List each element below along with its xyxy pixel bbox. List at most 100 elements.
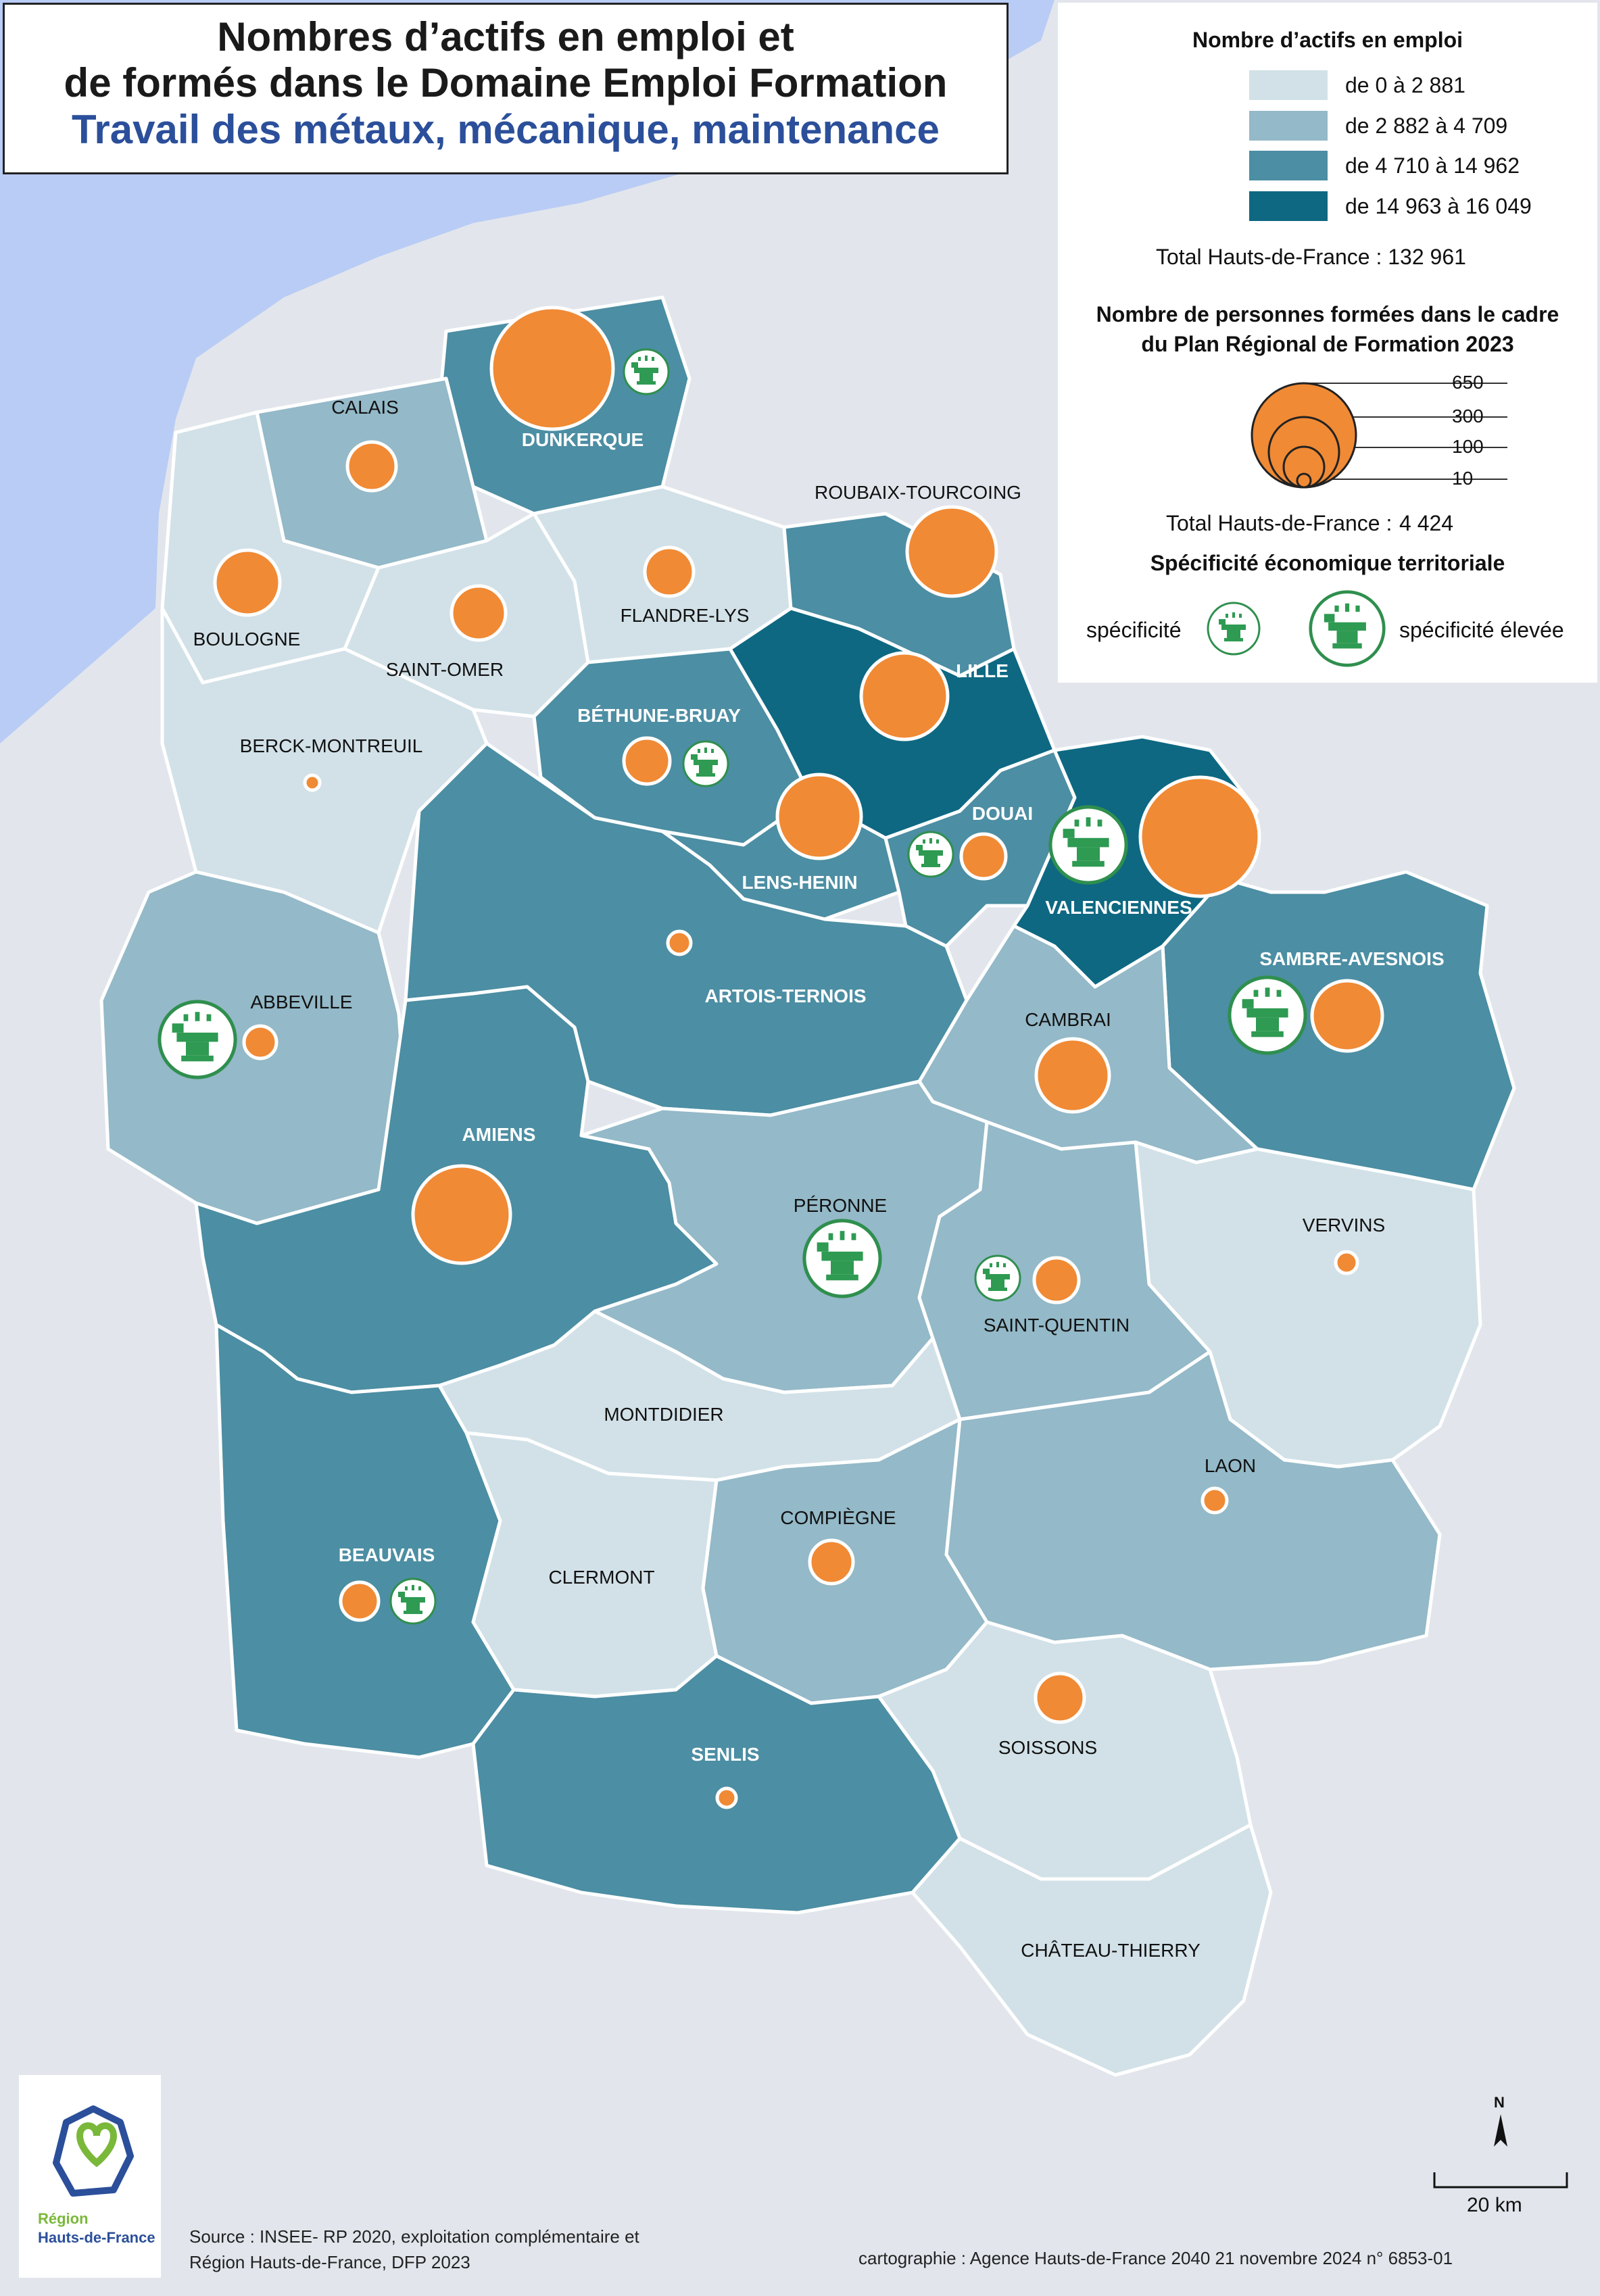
legend-swatch-0	[1249, 70, 1328, 100]
legend-swatch-1	[1249, 111, 1328, 141]
zone-label: COMPIÈGNE	[780, 1507, 896, 1528]
trained-circle-abbeville	[242, 1024, 278, 1060]
source-note: Source : INSEE- RP 2020, exploitation co…	[189, 2224, 639, 2275]
zone-label: DUNKERQUE	[522, 429, 644, 450]
subtitle: Travail des métaux, mécanique, maintenan…	[72, 107, 940, 152]
credit-note: cartographie : Agence Hauts-de-France 20…	[858, 2248, 1453, 2268]
trained-circle-lille	[859, 651, 950, 741]
legend-specificity-label: spécificité	[1086, 618, 1182, 642]
scale-bar: N 20 km	[1420, 2089, 1582, 2216]
source-line-2: Région Hauts-de-France, DFP 2023	[189, 2252, 470, 2272]
anvil-icon	[682, 740, 729, 787]
trained-circle-amiens	[411, 1164, 512, 1265]
title-line-2: de formés dans le Domaine Emploi Formati…	[64, 60, 948, 105]
legend-trained-title-1: Nombre de personnes formées dans le cadr…	[1096, 302, 1559, 326]
trained-circle-sambre	[1310, 979, 1384, 1053]
trained-circle-roubaix	[905, 505, 998, 598]
legend-size-label: 300	[1452, 406, 1484, 426]
zone-label: BÉTHUNE-BRUAY	[577, 705, 741, 726]
trained-circle-compiegne	[808, 1538, 855, 1586]
anvil-icon	[907, 831, 954, 878]
anvil-icon	[623, 348, 670, 395]
legend-size-label: 100	[1452, 436, 1484, 457]
zone-label: DOUAI	[972, 803, 1033, 824]
specificity-badges	[157, 348, 1307, 1625]
zone-labels: DUNKERQUE CALAIS BOULOGNE SAINT-OMER FLA…	[193, 397, 1445, 1961]
trained-circle-dunkerque	[489, 306, 615, 431]
legend-employment-title: Nombre d’actifs en emploi	[1192, 28, 1463, 52]
zone-label: CHÂTEAU-THIERRY	[1021, 1940, 1201, 1961]
scale-label: 20 km	[1467, 2194, 1522, 2216]
legend-specificity-high-label: spécificité élevée	[1399, 618, 1564, 642]
anvil-icon	[974, 1254, 1021, 1302]
zone-label: SENLIS	[691, 1744, 759, 1765]
legend-class-label: de 2 882 à 4 709	[1345, 114, 1508, 138]
trained-circle-flandre-lys	[643, 545, 696, 598]
zone-label: CALAIS	[331, 397, 399, 418]
trained-circle-cambrai	[1034, 1037, 1111, 1114]
trained-circles	[213, 306, 1384, 1809]
legend-size-label: 10	[1452, 468, 1474, 489]
zone-label: PÉRONNE	[794, 1195, 887, 1216]
france-heart-logo-icon	[53, 2105, 134, 2197]
zone-senlis	[471, 1654, 962, 1915]
logo-line-1: Région	[38, 2210, 89, 2227]
anvil-icon	[389, 1578, 437, 1625]
trained-circle-soissons	[1034, 1671, 1086, 1724]
anvil-icon	[1207, 602, 1261, 656]
legend-trained-total-label: Total Hauts-de-France :	[1166, 511, 1392, 535]
zone-label: CAMBRAI	[1025, 1009, 1111, 1030]
trained-circle-lens	[775, 773, 863, 860]
trained-circle-artois	[666, 929, 693, 956]
zone-label: LENS-HENIN	[742, 872, 857, 893]
legend-class-label: de 0 à 2 881	[1345, 73, 1465, 97]
title-box: Nombres d’actifs en emploi et de formés …	[3, 3, 1009, 174]
zone-label: SAINT-OMER	[386, 659, 504, 680]
zone-label: SAINT-QUENTIN	[984, 1315, 1130, 1336]
trained-circle-saint-quentin	[1032, 1256, 1081, 1304]
zone-label: VALENCIENNES	[1045, 897, 1192, 918]
zone-label: BOULOGNE	[193, 629, 301, 650]
zone-label: BERCK-MONTREUIL	[240, 735, 423, 756]
legend-trained-total-value: 4 424	[1399, 511, 1454, 535]
trained-circle-senlis	[715, 1786, 738, 1809]
zone-label: LAON	[1205, 1455, 1256, 1476]
north-arrow-icon	[1494, 2114, 1507, 2147]
trained-circle-laon	[1201, 1486, 1229, 1515]
trained-circle-bethune	[622, 736, 672, 786]
trained-circle-beauvais	[339, 1580, 381, 1622]
legend-swatch-2	[1249, 151, 1328, 180]
legend-swatch-3	[1249, 191, 1328, 221]
legend-employment-total: Total Hauts-de-France : 132 961	[1156, 245, 1466, 269]
zone-label: CLERMONT	[548, 1567, 654, 1588]
zone-label: LILLE	[956, 660, 1009, 681]
trained-circle-saint-omer	[450, 584, 508, 642]
zone-label: MONTDIDIER	[604, 1404, 723, 1425]
region-logo: Région Hauts-de-France	[19, 2075, 161, 2278]
legend-size-label: 650	[1452, 372, 1484, 393]
logo-line-2: Hauts-de-France	[38, 2229, 155, 2246]
legend-specificity-title: Spécificité économique territoriale	[1150, 551, 1505, 575]
anvil-icon	[157, 1000, 237, 1079]
trained-circle-boulogne	[213, 548, 282, 617]
legend-class-label: de 14 963 à 16 049	[1345, 194, 1532, 218]
anvil-icon	[1048, 805, 1128, 885]
trained-circle-calais	[345, 440, 398, 493]
zone-label: VERVINS	[1303, 1215, 1385, 1236]
zone-label: AMIENS	[462, 1124, 536, 1145]
trained-circle-valenciennes	[1138, 775, 1261, 898]
zone-label: ARTOIS-TERNOIS	[704, 985, 866, 1006]
zone-label: ROUBAIX-TOURCOING	[815, 482, 1021, 503]
sea	[0, 0, 1054, 743]
title-line-1: Nombres d’actifs en emploi et	[217, 14, 794, 59]
north-label: N	[1494, 2094, 1505, 2111]
trained-circle-berck	[303, 773, 322, 792]
legend-size-circles	[1251, 382, 1507, 489]
zone-château-thierry	[911, 1823, 1273, 2077]
zone-label: FLANDRE-LYS	[621, 605, 750, 626]
legend-class-label: de 4 710 à 14 962	[1345, 153, 1520, 178]
anvil-icon	[1309, 590, 1386, 667]
scale-bar-line	[1433, 2172, 1568, 2189]
zone-label: SOISSONS	[998, 1737, 1097, 1758]
